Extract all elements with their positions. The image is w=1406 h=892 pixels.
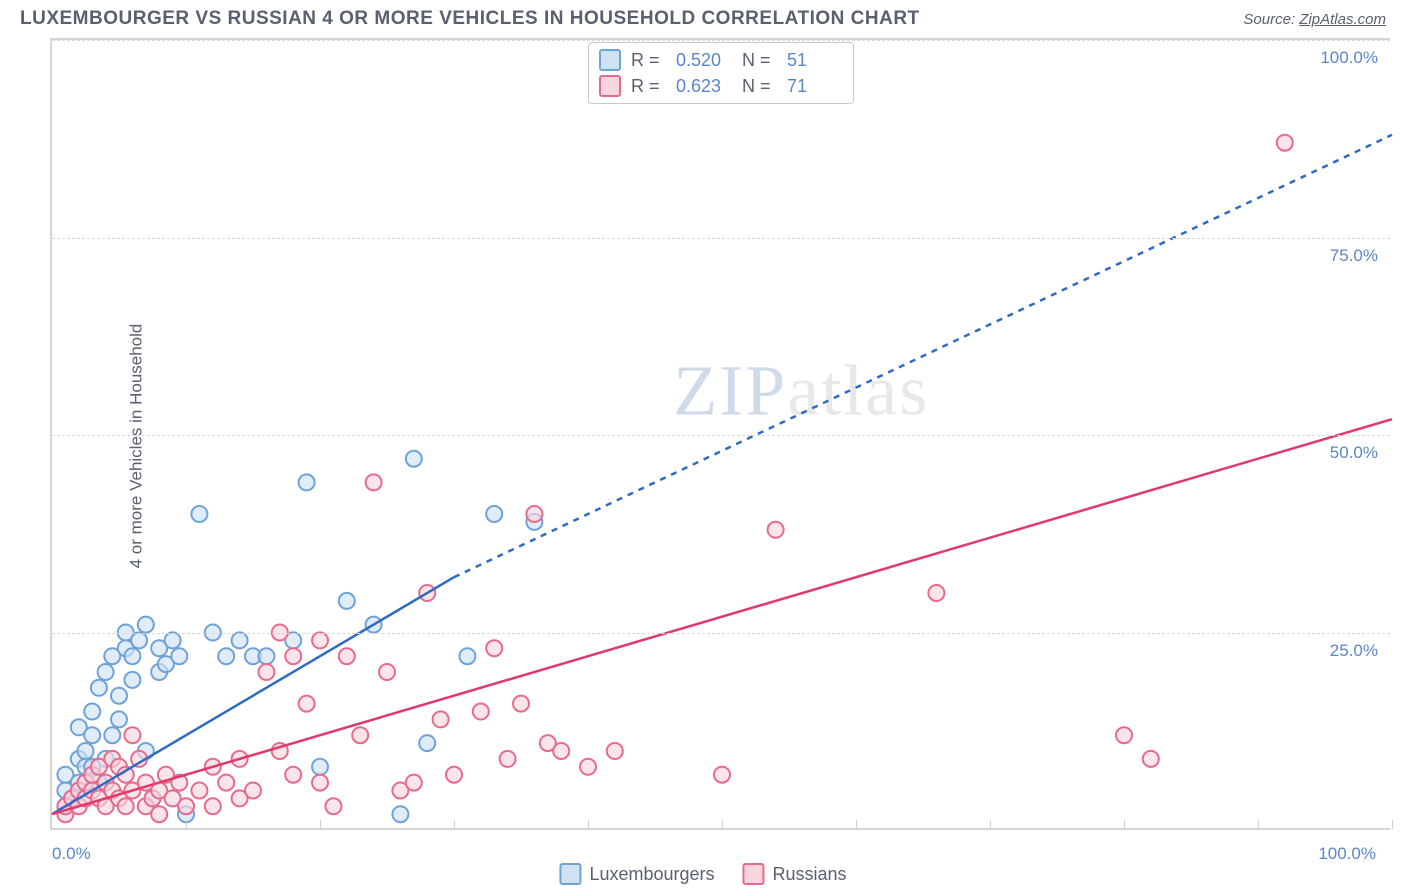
- scatter-svg: [52, 40, 1390, 828]
- y-tick-label: 50.0%: [1330, 443, 1378, 463]
- swatch-russians: [599, 75, 621, 97]
- x-min-label: 0.0%: [52, 844, 91, 864]
- swatch-icon: [743, 863, 765, 885]
- series-legend: Luxembourgers Russians: [559, 863, 846, 885]
- y-tick-label: 100.0%: [1320, 48, 1378, 68]
- source-label: Source: ZipAtlas.com: [1243, 11, 1386, 28]
- legend-item-luxembourgers: Luxembourgers: [559, 863, 714, 885]
- legend-item-russians: Russians: [743, 863, 847, 885]
- y-tick-label: 25.0%: [1330, 641, 1378, 661]
- correlation-legend: R =0.520 N =51 R =0.623 N =71: [588, 42, 854, 104]
- legend-row-luxembourgers: R =0.520 N =51: [599, 47, 843, 73]
- y-tick-label: 75.0%: [1330, 246, 1378, 266]
- legend-row-russians: R =0.623 N =71: [599, 73, 843, 99]
- swatch-icon: [559, 863, 581, 885]
- source-link[interactable]: ZipAtlas.com: [1299, 11, 1386, 28]
- page-title: LUXEMBOURGER VS RUSSIAN 4 OR MORE VEHICL…: [20, 8, 920, 30]
- chart-container: ZIPatlas R =0.520 N =51 R =0.623 N =71 2…: [50, 38, 1390, 828]
- plot-area: ZIPatlas R =0.520 N =51 R =0.623 N =71 2…: [50, 40, 1390, 830]
- x-max-label: 100.0%: [1318, 844, 1376, 864]
- swatch-luxembourgers: [599, 49, 621, 71]
